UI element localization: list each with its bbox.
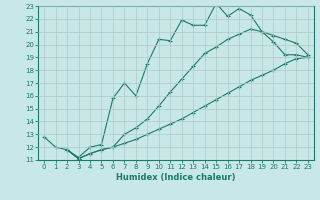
X-axis label: Humidex (Indice chaleur): Humidex (Indice chaleur) <box>116 173 236 182</box>
